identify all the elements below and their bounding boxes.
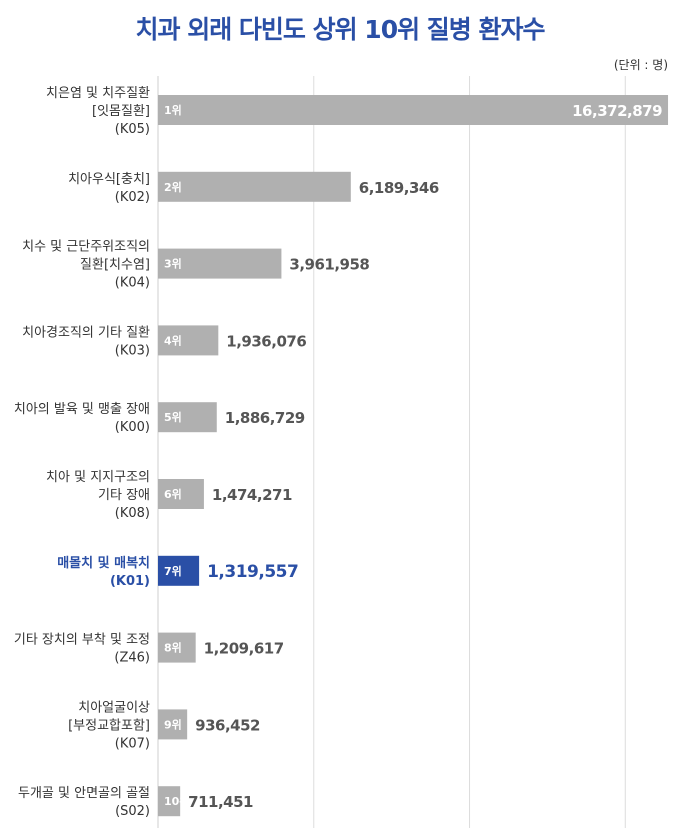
rank-label: 3위 xyxy=(164,258,182,271)
value-label: 936,452 xyxy=(195,716,260,734)
bar xyxy=(158,632,196,663)
bar xyxy=(158,709,188,740)
rank-label: 7위 xyxy=(164,565,182,578)
rank-label: 2위 xyxy=(164,181,182,194)
chart-title: 치과 외래 다빈도 상위 10위 질병 환자수 xyxy=(135,15,545,44)
bar xyxy=(158,479,204,509)
category-label: 두개골 및 안면골의 골절 (S02) xyxy=(18,786,150,819)
value-label: 3,961,958 xyxy=(289,256,369,274)
bar xyxy=(158,402,217,433)
category-label: 치아경조직의 기타 질환 (K03) xyxy=(22,325,150,358)
value-label: 1,936,076 xyxy=(226,332,306,350)
value-label: 1,886,729 xyxy=(225,409,305,427)
bar xyxy=(158,248,282,279)
unit-note: (단위 : 명) xyxy=(613,58,668,72)
category-label: 치수 및 근단주위조직의 질환[치수염] (K04) xyxy=(22,240,150,291)
bar xyxy=(158,555,200,586)
bar xyxy=(158,325,219,356)
value-label: 1,474,271 xyxy=(212,486,292,504)
bar xyxy=(158,171,351,202)
category-label: 치아 및 지지구조의 기타 장애 (K08) xyxy=(46,470,150,521)
bar xyxy=(158,95,669,125)
category-label: 기타 장치의 부착 및 조정 (Z46) xyxy=(14,633,150,666)
category-label: 치은염 및 치주질환 [잇몸질환] (K05) xyxy=(46,86,150,137)
category-label: 매몰치 및 매복치 (K01) xyxy=(57,555,150,589)
category-label: 치아얼굴이상 [부정교합포함] (K07) xyxy=(68,700,150,751)
rank-label: 4위 xyxy=(164,334,182,347)
bar xyxy=(158,786,181,817)
value-label: 16,372,879 xyxy=(572,102,662,120)
rank-label: 8위 xyxy=(164,642,182,655)
value-label: 1,319,557 xyxy=(207,562,298,582)
category-label: 치아우식[충치] (K02) xyxy=(68,172,150,205)
rank-label: 5위 xyxy=(164,411,182,424)
category-label: 치아의 발육 및 맹출 장애 (K00) xyxy=(14,402,150,435)
rank-label: 1위 xyxy=(164,104,182,117)
value-label: 6,189,346 xyxy=(359,179,439,197)
value-label: 711,451 xyxy=(188,793,253,811)
rank-label: 9위 xyxy=(164,718,182,731)
value-label: 1,209,617 xyxy=(204,640,284,658)
rank-label: 10위 xyxy=(164,795,189,808)
rank-label: 6위 xyxy=(164,488,182,501)
